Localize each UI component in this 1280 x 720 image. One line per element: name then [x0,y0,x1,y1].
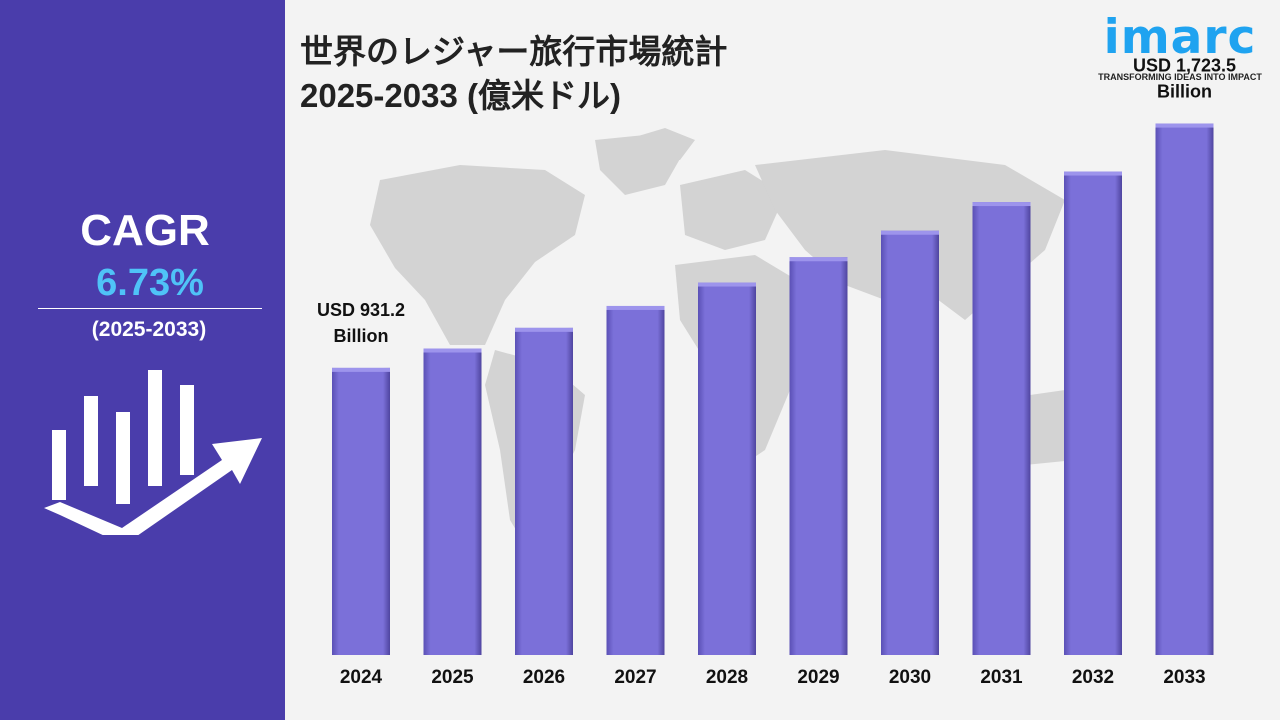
title-line-2: 2025-2033 (億米ドル) [300,77,621,114]
chart: 2024 2025 2026 2027 2028 2029 2030 2031 2032 2033… [317,56,1236,688]
tick-label-2025: 2025 [431,667,474,688]
tick-label-2029: 2029 [797,667,839,688]
tick-label-2030: 2030 [889,667,931,688]
page-title: 世界のレジャー旅行市場統計 2025-2033 (億米ドル) [300,30,727,118]
bar-2032 [1064,171,1122,656]
bar-2031 [972,202,1031,655]
annotations-group: USD 931.2 Billion USD 1,723.5 Billion [317,56,1236,346]
cagr-divider [38,308,262,309]
growth-chart-arrow-icon [44,370,262,535]
bar-cap-2031 [972,202,1031,207]
bar-2029 [789,257,848,655]
bar-cap-2029 [789,257,848,262]
title-line-1: 世界のレジャー旅行市場統計 [300,33,728,70]
logo-wordmark: imarc [1103,10,1257,65]
tick-label-2024: 2024 [340,667,383,688]
bar-cap-2025 [423,348,482,353]
cagr-period: (2025-2033) [91,318,207,341]
tick-label-2032: 2032 [1072,667,1114,688]
tick-label-2027: 2027 [614,667,656,688]
bar-cap-2032 [1064,171,1122,176]
bar-cap-2030 [881,230,939,235]
bar-2026 [515,327,573,655]
bar-2030 [881,230,939,655]
sidebar: CAGR 6.73% (2025-2033) [0,0,285,720]
logo: imarc TRANSFORMING IDEAS INTO IMPACT [1090,10,1270,90]
tick-label-2033: 2033 [1163,667,1205,688]
bar-cap-2024 [332,367,390,372]
bar-cap-2033 [1155,123,1214,128]
bar-2024 [332,367,390,655]
bar-2033 [1155,123,1214,655]
bar-cap-2028 [698,282,756,287]
logo-tagline: TRANSFORMING IDEAS INTO IMPACT [1098,72,1262,82]
tick-label-2028: 2028 [706,667,748,688]
main-panel: 2024 2025 2026 2027 2028 2029 2030 2031 2032 2033… [285,0,1280,720]
cagr-label: CAGR [80,206,210,255]
tick-label-2031: 2031 [980,667,1023,688]
bar-2027 [606,305,665,655]
bar-cap-2027 [606,305,665,310]
tick-labels-group: 2024 2025 2026 2027 2028 2029 2030 2031 2032 2033 [340,667,1206,688]
tick-label-2026: 2026 [523,667,565,688]
annotation-2033-line2: Billion [1157,82,1212,102]
cagr-value: 6.73% [96,262,204,304]
bar-2028 [698,282,756,655]
annotation-2024-line1: USD 931.2 [317,300,405,320]
bars-group [332,123,1214,656]
bar-cap-2026 [515,327,573,332]
annotation-2033-line1: USD 1,723.5 [1133,56,1236,76]
annotation-2024-line2: Billion [334,326,389,346]
bar-2025 [423,348,482,655]
